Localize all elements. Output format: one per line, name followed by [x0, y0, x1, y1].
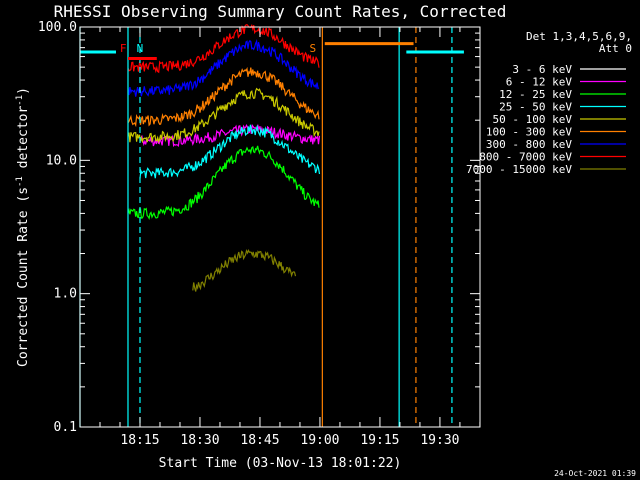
legend-entry-label: 100 - 300 keV [486, 126, 572, 139]
y-tick-label: 0.1 [54, 420, 77, 435]
series-line [127, 23, 320, 74]
legend-entry-label: 25 - 50 keV [499, 101, 572, 114]
legend-header-line-1: Det 1,3,4,5,6,9, [526, 30, 632, 43]
x-tick-label: 18:30 [180, 433, 219, 448]
legend-entry-label: 6 - 12 keV [506, 76, 573, 89]
series-line [139, 124, 321, 179]
legend-entry-label: 300 - 800 keV [486, 138, 572, 151]
x-axis: 18:15 18:30 18:45 19:00 19:15 19:30 [79, 27, 481, 448]
legend-entry-label: 12 - 25 keV [499, 88, 572, 101]
series-line [192, 248, 297, 292]
x-tick-label: 18:15 [120, 433, 159, 448]
y-axis-label: Corrected Count Rate (s-1 detector-1) [15, 87, 31, 367]
series-layer [127, 23, 321, 292]
legend-header-line-2: Att 0 [599, 42, 632, 55]
legend-entry-label: 3 - 6 keV [512, 63, 572, 76]
series-line [127, 145, 320, 221]
x-tick-label: 18:45 [240, 433, 279, 448]
x-tick-label: 19:30 [420, 433, 459, 448]
y-tick-label: 10.0 [46, 153, 77, 168]
annotation-label: N [137, 42, 144, 55]
y-axis: 0.1 1.0 10.0 100.0 [38, 20, 480, 435]
y-tick-label: 1.0 [54, 287, 77, 302]
annotation-label: S [309, 42, 316, 55]
series-line [127, 38, 320, 97]
y-tick-label: 100.0 [38, 20, 77, 35]
x-tick-label: 19:15 [360, 433, 399, 448]
chart-title: RHESSI Observing Summary Count Rates, Co… [54, 2, 507, 21]
annotation-label: F [120, 42, 127, 55]
legend-entry-label: 50 - 100 keV [493, 113, 573, 126]
x-axis-label: Start Time (03-Nov-13 18:01:22) [159, 456, 402, 471]
series-line [127, 87, 320, 144]
timestamp: 24-Oct-2021 01:39 [554, 469, 636, 478]
x-tick-label: 19:00 [300, 433, 339, 448]
legend-entry-label: 800 - 7000 keV [479, 151, 572, 164]
legend-entry-label: 7000 - 15000 keV [466, 163, 572, 176]
series-line [127, 66, 320, 128]
